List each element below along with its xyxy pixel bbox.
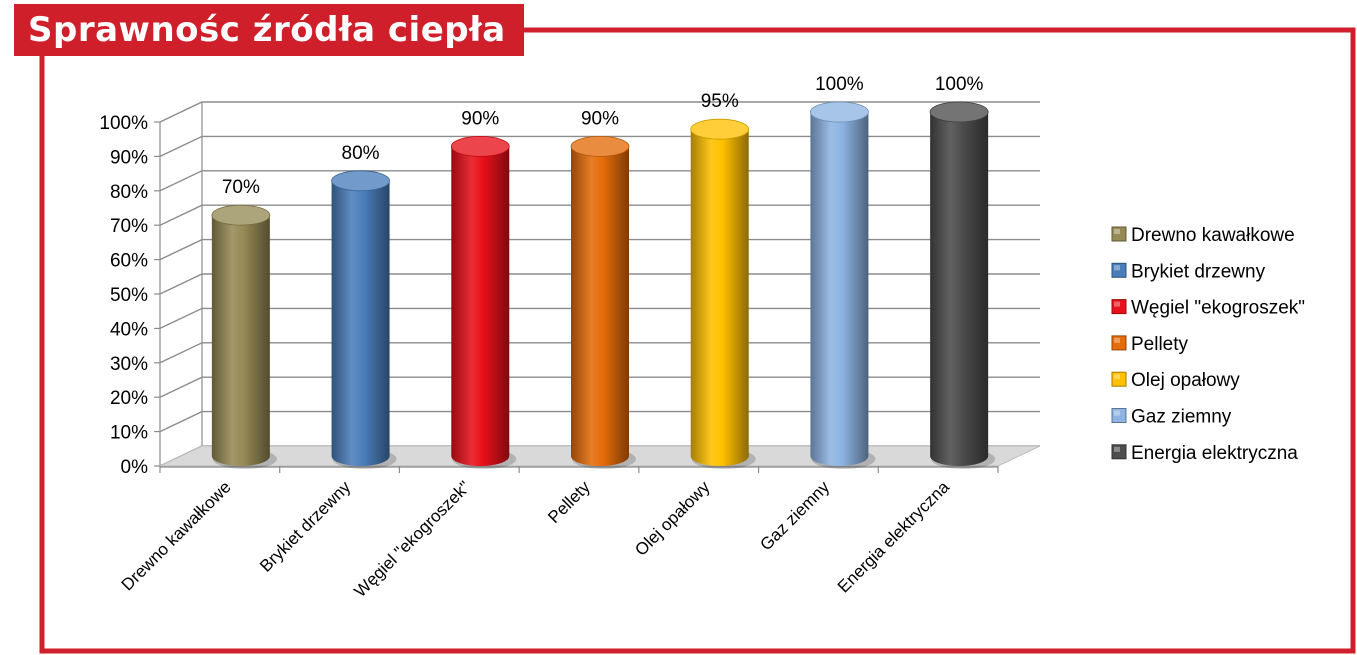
legend-swatch: [1111, 226, 1127, 242]
y-tick-label: 40%: [110, 319, 148, 340]
legend-label: Węgiel "ekogroszek": [1131, 298, 1305, 319]
bar: [810, 101, 876, 469]
y-tick-label: 80%: [110, 182, 148, 203]
y-tick-label: 20%: [110, 388, 148, 409]
bar: [331, 170, 397, 469]
legend-entry: Brykiet drzewny: [1111, 261, 1266, 282]
legend-label: Pellety: [1131, 334, 1189, 355]
legend-entry: Gaz ziemny: [1111, 407, 1232, 428]
legend-entry: Węgiel "ekogroszek": [1111, 298, 1305, 319]
bar: [450, 135, 517, 469]
legend-entry: Drewno kawałkowe: [1111, 225, 1295, 246]
y-tick-label: 90%: [110, 147, 148, 168]
data-label: 100%: [935, 74, 984, 95]
legend-swatch: [1111, 444, 1127, 460]
x-tick-label: Gaz ziemny: [756, 477, 833, 554]
data-label: 80%: [342, 143, 380, 164]
data-label: 90%: [461, 108, 499, 129]
legend-entry: Olej opałowy: [1111, 370, 1240, 391]
data-label: 95%: [701, 91, 739, 112]
y-tick-label: 0%: [121, 457, 149, 478]
bar: [929, 101, 996, 469]
y-tick-label: 100%: [99, 113, 148, 134]
y-tick-label: 70%: [110, 216, 148, 237]
data-label: 90%: [581, 108, 619, 129]
legend-label: Drewno kawałkowe: [1131, 225, 1295, 246]
legend-swatch: [1111, 371, 1127, 387]
legend-entry: Pellety: [1111, 334, 1189, 355]
y-tick-label: 30%: [110, 354, 148, 375]
data-label: 100%: [815, 74, 864, 95]
legend-swatch: [1111, 335, 1127, 351]
y-tick-label: 60%: [110, 251, 148, 272]
y-tick-label: 10%: [110, 423, 148, 444]
x-tick-label: Pellety: [544, 477, 594, 527]
legend-entry: Energia elektryczna: [1111, 443, 1298, 464]
legend-swatch: [1111, 408, 1127, 423]
bar: [690, 118, 756, 469]
bar: [570, 135, 636, 469]
x-tick-label: Węgiel "ekogroszek": [351, 477, 475, 601]
x-tick-label: Energia elektryczna: [834, 477, 953, 596]
legend-swatch: [1111, 262, 1127, 278]
x-tick-label: Olej opałowy: [631, 477, 714, 560]
legend-label: Brykiet drzewny: [1131, 261, 1266, 282]
title-banner: Sprawnośc źródła ciepła: [14, 4, 524, 56]
x-tick-label: Brykiet drzewny: [256, 477, 355, 576]
legend-label: Gaz ziemny: [1131, 407, 1232, 428]
legend-label: Olej opałowy: [1131, 370, 1240, 391]
chart-title: Sprawnośc źródła ciepła: [28, 10, 506, 50]
y-tick-label: 50%: [110, 285, 148, 306]
data-label: 70%: [222, 177, 260, 198]
legend-label: Energia elektryczna: [1131, 443, 1298, 464]
x-tick-label: Drewno kawałkowe: [118, 477, 235, 594]
bar: [211, 204, 277, 469]
legend-swatch: [1111, 299, 1127, 315]
